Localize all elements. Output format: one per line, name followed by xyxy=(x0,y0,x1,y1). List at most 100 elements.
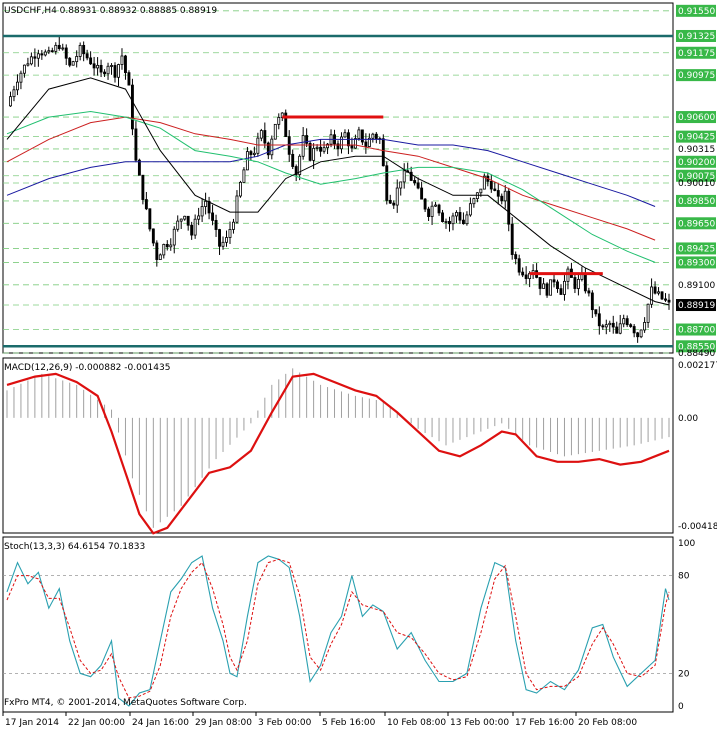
candle-body xyxy=(636,332,640,338)
candle-body xyxy=(524,274,528,280)
candle-body xyxy=(423,198,427,210)
price-level-label: 0.91175 xyxy=(678,49,715,59)
time-label: 5 Feb 16:00 xyxy=(322,718,376,728)
candle-body xyxy=(496,190,500,197)
candle-body xyxy=(204,200,208,207)
candle-body xyxy=(545,283,549,296)
price-level-tag xyxy=(676,46,716,59)
candle-body xyxy=(441,212,444,222)
price-level-tag xyxy=(676,323,716,336)
candle-body xyxy=(134,128,138,161)
candle-body xyxy=(604,324,608,328)
candle-body xyxy=(137,159,141,176)
candle-body xyxy=(385,165,389,201)
candle-body xyxy=(409,171,413,181)
candle-body xyxy=(629,324,633,327)
candle-body xyxy=(68,57,72,66)
candle-body xyxy=(117,64,120,78)
candle-body xyxy=(563,280,566,295)
candle-body xyxy=(16,81,19,91)
candle-body xyxy=(75,56,79,63)
candle-body xyxy=(200,206,204,217)
candle-body xyxy=(461,219,465,225)
candle-body xyxy=(197,215,201,220)
candle-body xyxy=(580,274,584,280)
candle-body xyxy=(179,218,183,222)
candle-body xyxy=(85,53,89,59)
candle-body xyxy=(416,182,420,189)
candle-body xyxy=(493,188,497,191)
candle-body xyxy=(615,326,619,334)
candle-body xyxy=(353,138,357,149)
ma-fast-line xyxy=(6,77,670,306)
candle-body xyxy=(245,151,249,171)
candle-body xyxy=(225,237,228,243)
copyright-text: FxPro MT4, © 2001-2014, MetaQuotes Softw… xyxy=(4,698,247,708)
price-level-tag xyxy=(676,111,716,124)
candle-body xyxy=(305,135,309,144)
price-level-label: 0.90200 xyxy=(678,158,715,168)
candle-body xyxy=(374,133,378,139)
candle-body xyxy=(9,96,12,107)
candle-body xyxy=(252,152,256,155)
candle-body xyxy=(207,200,211,214)
stoch-axis-label: 100 xyxy=(678,539,695,549)
stoch-signal-line xyxy=(6,558,670,699)
time-label: 13 Feb 00:00 xyxy=(450,718,509,728)
candle-body xyxy=(458,212,462,221)
candle-body xyxy=(319,146,323,152)
candle-body xyxy=(465,214,469,225)
candle-body xyxy=(190,224,194,236)
candle-body xyxy=(594,309,598,315)
candle-body xyxy=(141,174,145,200)
stoch-axis-label: 80 xyxy=(678,572,690,582)
candle-body xyxy=(144,199,148,210)
candle-body xyxy=(657,291,660,294)
time-label: 20 Feb 08:00 xyxy=(578,718,637,728)
price-level-label: 0.90600 xyxy=(678,113,715,123)
candle-body xyxy=(155,242,159,260)
pane-frame xyxy=(2,357,674,534)
price-level-label: 0.88700 xyxy=(678,326,715,336)
candle-body xyxy=(340,136,343,150)
price-level-tag xyxy=(676,194,716,207)
time-label: 17 Feb 16:00 xyxy=(515,718,574,728)
price-level-tag xyxy=(676,217,716,230)
candle-body xyxy=(601,325,605,328)
time-label: 3 Feb 00:00 xyxy=(258,718,312,728)
candle-body xyxy=(169,244,173,248)
candle-body xyxy=(350,145,354,149)
candle-body xyxy=(110,65,113,67)
ma-mid-line xyxy=(6,110,656,263)
price-level-label: 0.90975 xyxy=(678,71,715,81)
time-label: 17 Jan 2014 xyxy=(5,718,59,728)
candle-body xyxy=(103,71,107,75)
macd-axis-label: -0.004188 xyxy=(678,522,717,532)
candle-body xyxy=(381,138,385,167)
candle-body xyxy=(238,181,242,197)
time-label: 29 Jan 08:00 xyxy=(195,718,252,728)
candle-body xyxy=(124,55,127,74)
candle-body xyxy=(294,166,298,175)
macd-signal-line xyxy=(6,372,670,535)
current-price-tag xyxy=(676,299,716,312)
candle-body xyxy=(242,169,246,183)
time-label: 22 Jan 00:00 xyxy=(68,718,125,728)
candle-body xyxy=(78,44,82,57)
price-level-tag xyxy=(676,69,716,82)
candle-body xyxy=(503,190,507,202)
candle-body xyxy=(96,64,100,69)
candle-body xyxy=(343,132,347,138)
candle-body xyxy=(64,47,68,59)
candle-body xyxy=(395,187,399,206)
candle-body xyxy=(312,147,316,161)
candle-body xyxy=(211,212,215,221)
candle-body xyxy=(47,50,51,53)
candle-body xyxy=(427,208,431,217)
candle-body xyxy=(514,254,518,260)
price-level-label: 0.89425 xyxy=(678,244,715,254)
price-level-tag xyxy=(676,29,716,42)
macd-axis-label: 0.00 xyxy=(678,414,698,424)
